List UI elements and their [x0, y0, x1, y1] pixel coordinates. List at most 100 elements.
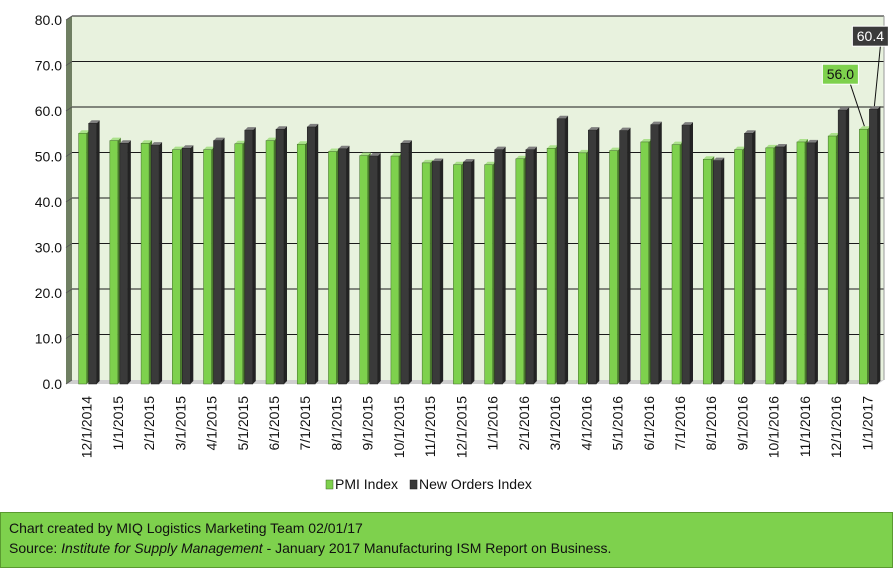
bar	[609, 150, 618, 385]
bar-top	[682, 122, 693, 126]
bar	[494, 149, 503, 385]
bar-top	[172, 146, 184, 150]
bar	[203, 149, 212, 385]
x-tick-label: 2/1/2016	[516, 396, 532, 451]
x-tick-label: 12/1/2015	[453, 396, 469, 458]
bar-top	[806, 139, 818, 143]
x-tick-label: 9/1/2015	[360, 396, 376, 451]
data-label-box	[821, 63, 859, 85]
bar	[182, 148, 191, 385]
legend-label: New Orders Index	[419, 476, 532, 492]
bar-top	[640, 138, 652, 142]
bar	[265, 140, 275, 385]
y-tick-label: 20.0	[35, 285, 62, 301]
bar-top	[182, 145, 194, 149]
x-tick-label: 10/1/2015	[391, 396, 407, 458]
bar	[109, 140, 119, 385]
bar	[681, 124, 691, 385]
bar-top	[828, 133, 840, 137]
bar	[390, 155, 400, 385]
gridline-side	[65, 243, 73, 248]
x-tick-label: 3/1/2016	[547, 396, 563, 451]
footer-source: Source: Institute for Supply Management …	[9, 538, 884, 558]
bar-side	[190, 145, 194, 384]
bar	[369, 155, 378, 385]
bar-top	[88, 120, 100, 124]
bar-side	[502, 146, 506, 384]
legend-label: PMI Index	[335, 476, 398, 492]
callout-line	[873, 46, 881, 107]
x-tick-label: 12/1/2016	[828, 396, 844, 458]
bar	[119, 143, 129, 385]
bar	[712, 160, 722, 385]
bar-side	[96, 120, 100, 384]
bar-top	[588, 127, 600, 131]
bar-top	[547, 145, 559, 149]
bar-side	[565, 115, 569, 385]
x-tick-label: 11/1/2016	[797, 396, 813, 457]
bar-top	[297, 141, 309, 145]
bar-side	[408, 140, 412, 384]
bar	[702, 158, 712, 385]
x-tick-label: 2/1/2015	[141, 396, 157, 451]
bar-top	[141, 140, 153, 144]
bar-top	[453, 161, 465, 165]
source-rest: - January 2017 Manufacturing ISM Report …	[262, 540, 612, 556]
data-label-box	[851, 25, 889, 47]
bar-top	[796, 138, 808, 142]
bar-side	[377, 153, 381, 384]
bar-top	[390, 153, 402, 157]
bar	[400, 143, 410, 385]
bar	[463, 161, 472, 385]
bar	[775, 146, 784, 385]
bar-side	[877, 106, 881, 385]
bar-top	[557, 115, 569, 119]
bar-side	[596, 127, 600, 385]
bar-top	[619, 127, 631, 131]
x-tick-label: 1/1/2015	[110, 396, 126, 451]
x-tick-label: 1/1/2017	[859, 396, 875, 451]
bar-top	[422, 159, 434, 163]
bar-top	[359, 152, 371, 156]
gridline-side	[65, 152, 73, 157]
gridline-side	[65, 334, 73, 339]
bar	[525, 149, 535, 385]
bar-top	[119, 140, 131, 144]
y-tick-label: 50.0	[35, 149, 62, 165]
bar-top	[400, 140, 412, 144]
bar-top	[859, 126, 871, 130]
bar-top	[609, 147, 621, 151]
legend: PMI Index New Orders Index	[325, 476, 532, 492]
y-tick-label: 10.0	[35, 331, 62, 347]
y-tick-label: 80.0	[35, 12, 62, 28]
x-tick-label: 8/1/2015	[328, 396, 344, 451]
bar	[213, 140, 222, 385]
bar-side	[721, 157, 725, 384]
x-tick-label: 3/1/2015	[172, 396, 188, 451]
y-tick-label: 0.0	[43, 376, 63, 392]
bar-top	[109, 137, 121, 141]
bar	[546, 148, 556, 385]
bar-top	[234, 140, 246, 144]
gridline-side	[65, 15, 73, 21]
callout-line	[849, 84, 865, 127]
x-tick-label: 4/1/2016	[578, 396, 594, 451]
source-prefix: Source:	[9, 540, 62, 556]
bar-top	[672, 141, 683, 145]
bar	[619, 130, 628, 385]
gridline-side	[65, 106, 73, 112]
y-tick-label: 60.0	[35, 103, 62, 119]
bar	[578, 152, 587, 385]
bar	[234, 143, 244, 385]
bar	[796, 141, 806, 385]
bar-top	[244, 127, 256, 131]
bar	[338, 148, 347, 385]
chart-footer: Chart created by MIQ Logistics Marketing…	[0, 512, 893, 568]
legend-swatch	[325, 479, 334, 490]
gridline-side	[65, 379, 73, 385]
bar-top	[765, 144, 777, 148]
x-tick-label: 4/1/2015	[204, 396, 220, 451]
bar-side	[658, 121, 662, 385]
bar-top	[734, 146, 746, 150]
bar-side	[533, 146, 537, 384]
